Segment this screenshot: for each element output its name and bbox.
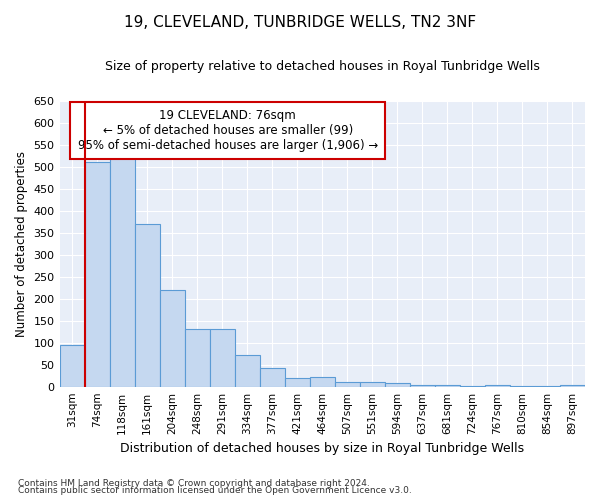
Text: 19, CLEVELAND, TUNBRIDGE WELLS, TN2 3NF: 19, CLEVELAND, TUNBRIDGE WELLS, TN2 3NF: [124, 15, 476, 30]
Bar: [134, 224, 160, 386]
Text: Contains public sector information licensed under the Open Government Licence v3: Contains public sector information licen…: [18, 486, 412, 495]
Bar: [385, 383, 410, 386]
Bar: [110, 149, 134, 386]
Text: 19 CLEVELAND: 76sqm
← 5% of detached houses are smaller (99)
95% of semi-detache: 19 CLEVELAND: 76sqm ← 5% of detached hou…: [77, 109, 378, 152]
Bar: [360, 382, 385, 386]
Bar: [59, 345, 85, 387]
Bar: [85, 162, 110, 386]
Title: Size of property relative to detached houses in Royal Tunbridge Wells: Size of property relative to detached ho…: [105, 60, 540, 73]
Bar: [160, 290, 185, 386]
Bar: [235, 355, 260, 386]
Y-axis label: Number of detached properties: Number of detached properties: [15, 150, 28, 336]
Bar: [260, 368, 285, 386]
X-axis label: Distribution of detached houses by size in Royal Tunbridge Wells: Distribution of detached houses by size …: [120, 442, 524, 455]
Bar: [185, 330, 209, 386]
Bar: [310, 377, 335, 386]
Bar: [335, 382, 360, 386]
Bar: [285, 378, 310, 386]
Bar: [209, 330, 235, 386]
Text: Contains HM Land Registry data © Crown copyright and database right 2024.: Contains HM Land Registry data © Crown c…: [18, 478, 370, 488]
